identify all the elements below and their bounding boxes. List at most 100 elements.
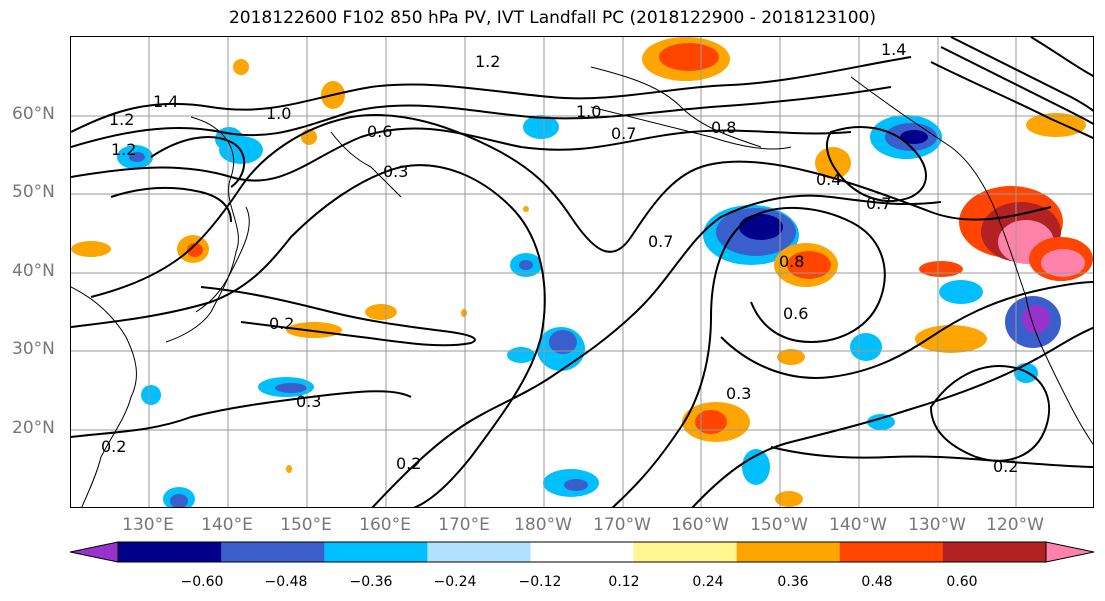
contour-label: 0.4 [816,170,841,189]
colorbar-segment [324,542,428,562]
anomaly-patch [919,261,963,277]
anomaly-patch [141,385,161,405]
colorbar-tick: −0.12 [518,574,562,590]
contour-line [150,136,246,188]
pv-contours [71,37,1093,507]
colorbar-tick: 0.60 [946,574,978,590]
lat-label-50n: 50°N [12,182,55,202]
lat-label-40n: 40°N [12,261,55,281]
anomaly-patch [939,280,983,304]
coastline-north-america [850,76,1093,445]
lon-label-140e: 140°E [201,515,253,535]
contour-line [940,46,1093,125]
lat-label-30n: 30°N [12,339,55,359]
contour-label: 0.3 [726,384,751,403]
contour-label: 0.7 [611,124,636,143]
anomaly-patch [1026,113,1086,137]
anomaly-patch [286,322,342,338]
anomaly-patch [275,383,307,393]
negative-anomaly-shading [117,115,1061,507]
contour-line [950,37,1093,112]
contour-line [691,326,1093,507]
anomaly-patch [742,449,770,485]
anomaly-patch [507,347,535,363]
anomaly-patch [286,465,292,473]
positive-anomaly-shading [71,37,1093,507]
contour-line [826,126,927,202]
contour-label: 0.2 [396,454,421,473]
contour-label: 0.6 [783,304,808,323]
contour-label: 1.2 [111,140,136,159]
contour-line [110,186,232,223]
lon-label-170e: 170°E [438,515,490,535]
contour-label: 0.8 [779,252,804,271]
graticule [71,37,1093,507]
contour-label: 1.4 [881,40,906,59]
contour-label: 0.7 [866,194,891,213]
colorbar-extend-high [1045,541,1094,563]
lon-label-160w: 160°W [671,515,729,535]
contour-label: 0.2 [269,314,294,333]
anomaly-patch [695,410,727,434]
coastline-asia [165,116,239,343]
contour-label: 1.2 [475,52,500,71]
colorbar-segment [736,542,841,562]
anomaly-patch [549,330,577,354]
contour-line [770,446,1093,468]
colorbar-segments [70,541,1094,563]
anomaly-patch [519,260,533,270]
contour-label: 1.0 [266,104,291,123]
lon-label-150e: 150°E [280,515,332,535]
colorbar-tick: −0.60 [180,574,224,590]
anomaly-patch [564,479,588,491]
contour-line [71,86,892,148]
lon-label-180w: 180°W [514,515,572,535]
anomaly-patch [739,214,783,240]
lon-label-120w: 120°W [986,515,1044,535]
contour-line [71,164,546,507]
lat-label-20n: 20°N [12,418,55,438]
anomaly-patch [523,206,529,212]
anomaly-patch [815,147,851,179]
anomaly-patch [170,494,188,507]
colorbar-segment [427,542,531,562]
anomaly-patch [900,130,928,144]
lon-label-140w: 140°W [829,515,887,535]
lon-label-130e: 130°E [122,515,174,535]
colorbar-tick: 0.36 [777,574,809,590]
anomaly-patch [777,349,805,365]
lat-label-60n: 60°N [12,104,55,124]
map-canvas: 1.2 1.4 1.2 1.4 1.0 0.6 0.3 1.0 0.7 0.8 … [71,37,1093,507]
contour-line [1030,37,1093,78]
colorbar-extend-low [70,541,119,563]
lon-label-160e: 160°E [359,515,411,535]
contour-line [71,56,912,133]
anomaly-patch [129,152,145,162]
anomaly-patch [1022,305,1050,333]
anomaly-patch [1041,249,1085,277]
lon-label-130w: 130°W [908,515,966,535]
anomaly-patch [775,491,803,507]
contour-label: 0.7 [648,232,673,251]
colorbar-segment [633,542,738,562]
contour-line [930,61,1093,140]
anomaly-patch [187,243,203,257]
anomaly-patch [915,325,987,353]
anomaly-patch [365,304,397,320]
coastline-kamchatka [330,131,402,198]
contour-label: 1.0 [576,102,601,121]
contour-label: 0.2 [101,437,126,456]
anomaly-patch [461,309,467,317]
anomaly-patch [71,241,111,257]
anomaly-patch [233,59,249,75]
anomaly-patch [850,333,882,361]
contour-line [371,194,942,507]
colorbar-tick: 0.12 [608,574,640,590]
contour-line [720,281,1093,379]
map-panel: 1.2 1.4 1.2 1.4 1.0 0.6 0.3 1.0 0.7 0.8 … [70,36,1094,508]
lon-label-150w: 150°W [750,515,808,535]
lon-label-170w: 170°W [593,515,651,535]
contour-label: 0.3 [383,162,408,181]
contour-label: 0.3 [296,392,321,411]
colorbar-segment [839,542,944,562]
